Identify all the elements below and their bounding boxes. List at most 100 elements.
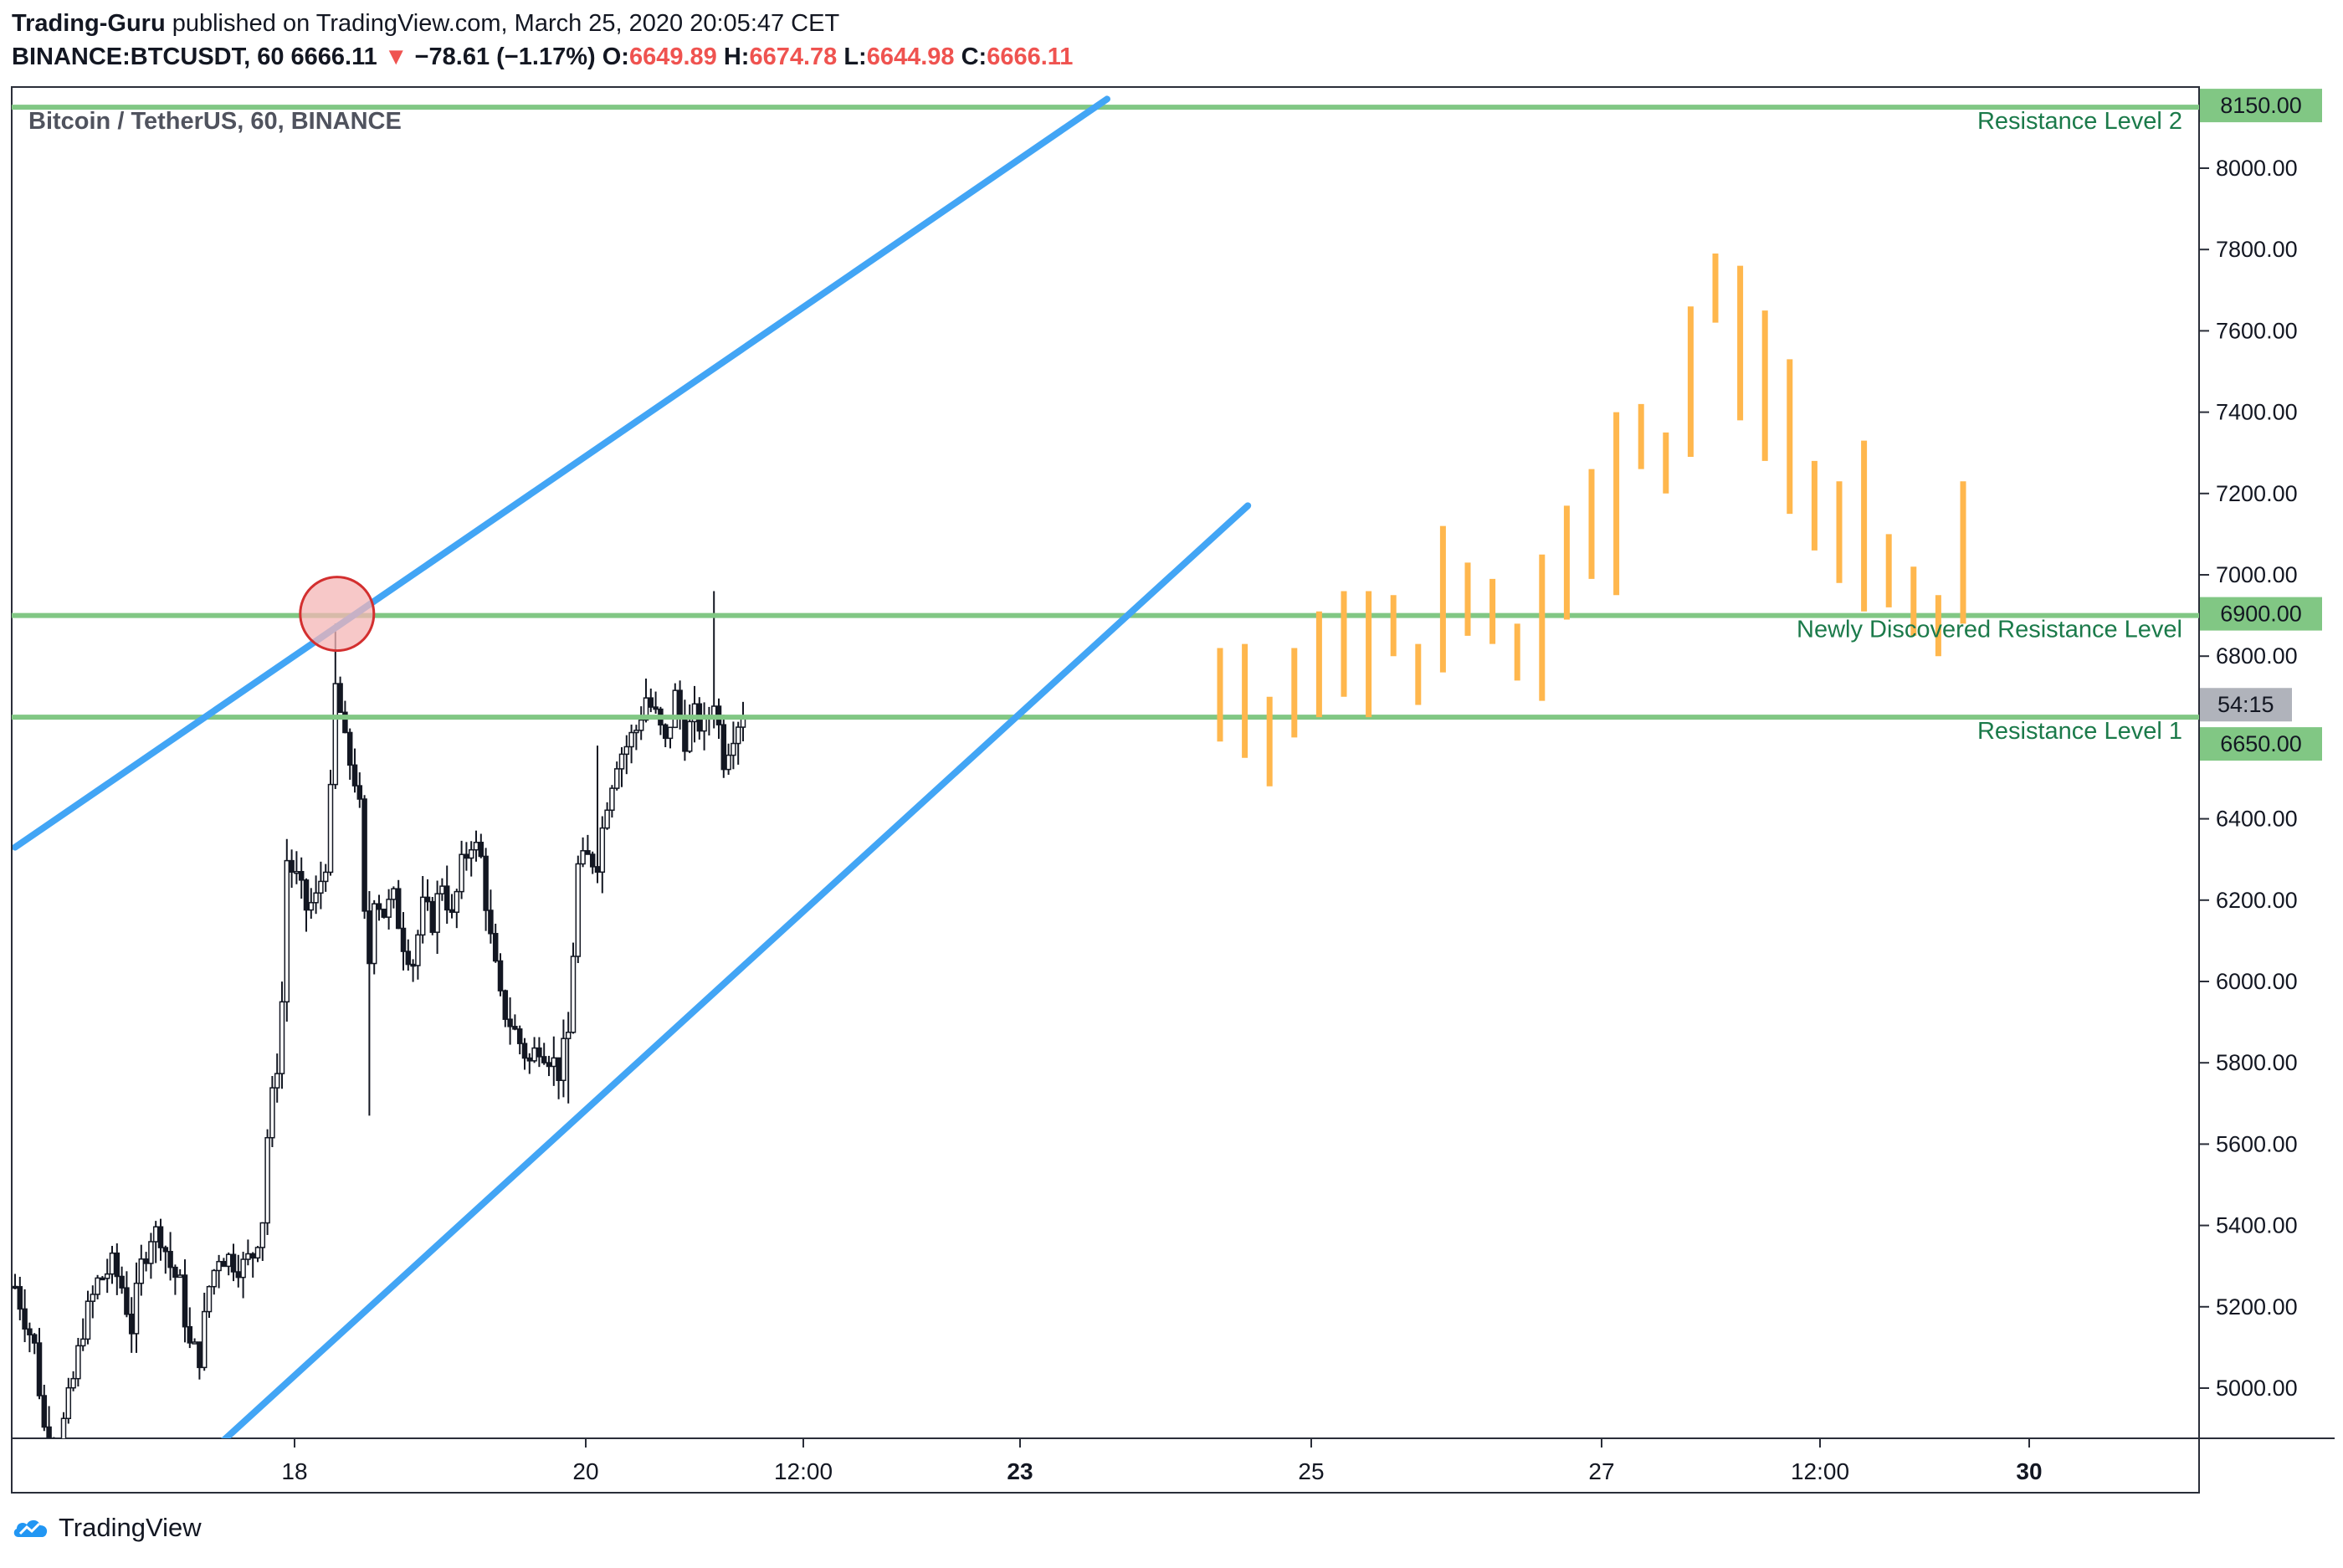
candle-body xyxy=(274,1073,280,1089)
candle-body xyxy=(536,1047,542,1058)
candle-body xyxy=(459,853,464,893)
candle-body xyxy=(109,1252,115,1275)
candle-body xyxy=(157,1226,164,1248)
candle-body xyxy=(633,730,639,734)
candles-layer xyxy=(13,591,746,1450)
candle-body xyxy=(211,1269,218,1288)
candle-body xyxy=(682,716,688,752)
candle-body xyxy=(240,1258,246,1278)
candle-body xyxy=(415,934,421,966)
candle-body xyxy=(225,1253,232,1268)
price-tag xyxy=(2200,597,2322,631)
channels-layer xyxy=(13,95,1252,1438)
candle-body xyxy=(604,809,610,829)
candle-body xyxy=(13,1285,18,1289)
candle-body xyxy=(454,890,460,913)
candle-body xyxy=(249,1253,256,1259)
candle-body xyxy=(516,1028,523,1044)
y-tick-label: 7200.00 xyxy=(2216,481,2298,506)
candle-body xyxy=(356,785,363,800)
price-tag-label: 6650.00 xyxy=(2220,731,2302,756)
candle-body xyxy=(294,870,300,874)
y-tick-label: 6000.00 xyxy=(2216,969,2298,994)
low-value: 6644.98 xyxy=(866,44,955,70)
symbol-label[interactable]: BINANCE:BTCUSDT, 60 xyxy=(12,44,285,70)
candle-body xyxy=(346,731,353,766)
y-tick-label: 7600.00 xyxy=(2216,318,2298,343)
candle-body xyxy=(308,902,315,911)
y-tick-label: 6200.00 xyxy=(2216,888,2298,913)
x-tick-label: 12:00 xyxy=(1791,1458,1849,1484)
candle-body xyxy=(512,1026,518,1030)
resistance-label: Newly Discovered Resistance Level xyxy=(1797,617,2182,643)
candle-body xyxy=(672,689,679,729)
candle-body xyxy=(589,853,596,868)
candle-body xyxy=(148,1241,154,1264)
candle-body xyxy=(201,1310,208,1369)
candle-body xyxy=(279,1001,285,1074)
candle-body xyxy=(152,1226,159,1243)
candle-body xyxy=(400,927,407,952)
candle-body xyxy=(342,711,348,734)
candle-body xyxy=(143,1258,149,1264)
candle-body xyxy=(298,870,305,881)
candle-body xyxy=(289,859,295,873)
candle-body xyxy=(36,1342,43,1396)
projection-layer xyxy=(1217,254,1966,787)
candle-body xyxy=(182,1274,188,1328)
candle-body xyxy=(561,1038,567,1081)
candle-body xyxy=(284,859,290,1003)
candle-body xyxy=(395,888,402,930)
y-tick-label: 7400.00 xyxy=(2216,400,2298,425)
candle-body xyxy=(17,1286,23,1310)
candle-body xyxy=(197,1341,203,1369)
candle-body xyxy=(541,1056,547,1063)
candle-body xyxy=(367,910,372,965)
candle-body xyxy=(327,783,334,874)
candle-body xyxy=(31,1334,38,1344)
candle-body xyxy=(235,1271,242,1278)
channel-line-upper xyxy=(13,95,1110,851)
close-label: C: xyxy=(961,44,987,70)
levels-layer xyxy=(12,105,2199,720)
x-tick-label: 27 xyxy=(1588,1458,1614,1484)
candle-body xyxy=(206,1285,213,1313)
price-tag xyxy=(2200,727,2322,761)
candle-body xyxy=(618,753,625,770)
candle-body xyxy=(691,703,698,723)
candle-body xyxy=(22,1308,28,1330)
candle-body xyxy=(628,731,634,748)
candle-body xyxy=(303,879,310,911)
y-tick-label: 7000.00 xyxy=(2216,562,2298,587)
x-tick-label: 20 xyxy=(572,1458,598,1484)
high-value: 6674.78 xyxy=(749,44,838,70)
candle-body xyxy=(332,683,339,786)
resistance-label: Resistance Level 1 xyxy=(1977,718,2182,745)
candle-body xyxy=(167,1251,173,1268)
candle-body xyxy=(449,909,455,913)
countdown-label: 54:15 xyxy=(2217,692,2274,717)
channel-line-lower xyxy=(221,502,1252,1438)
resistance-label: Resistance Level 2 xyxy=(1977,108,2182,135)
tradingview-logo[interactable]: TradingView xyxy=(12,1513,202,1543)
candle-body xyxy=(643,697,649,721)
candle-body xyxy=(391,888,397,900)
candle-body xyxy=(521,1043,528,1059)
candle-body xyxy=(381,908,387,918)
candle-body xyxy=(419,896,426,936)
candle-body xyxy=(245,1253,251,1260)
candle-body xyxy=(531,1047,537,1062)
candle-body xyxy=(259,1222,266,1248)
candle-body xyxy=(85,1300,91,1340)
candle-body xyxy=(337,683,343,714)
candle-body xyxy=(46,1426,52,1438)
price-tag xyxy=(2200,89,2322,123)
candle-body xyxy=(52,1447,56,1450)
time-axis[interactable]: 18 20 12:00 23 25 27 12:00 30 xyxy=(281,1438,2043,1484)
price-change: −78.61 (−1.17%) xyxy=(414,44,596,70)
author-name[interactable]: Trading-Guru xyxy=(12,10,166,37)
candle-body xyxy=(478,842,484,858)
candle-body xyxy=(473,842,479,851)
price-axis[interactable]: 8150.00 6900.00 6650.00 54:15 8000.00 7800.00… xyxy=(2199,89,2322,1401)
